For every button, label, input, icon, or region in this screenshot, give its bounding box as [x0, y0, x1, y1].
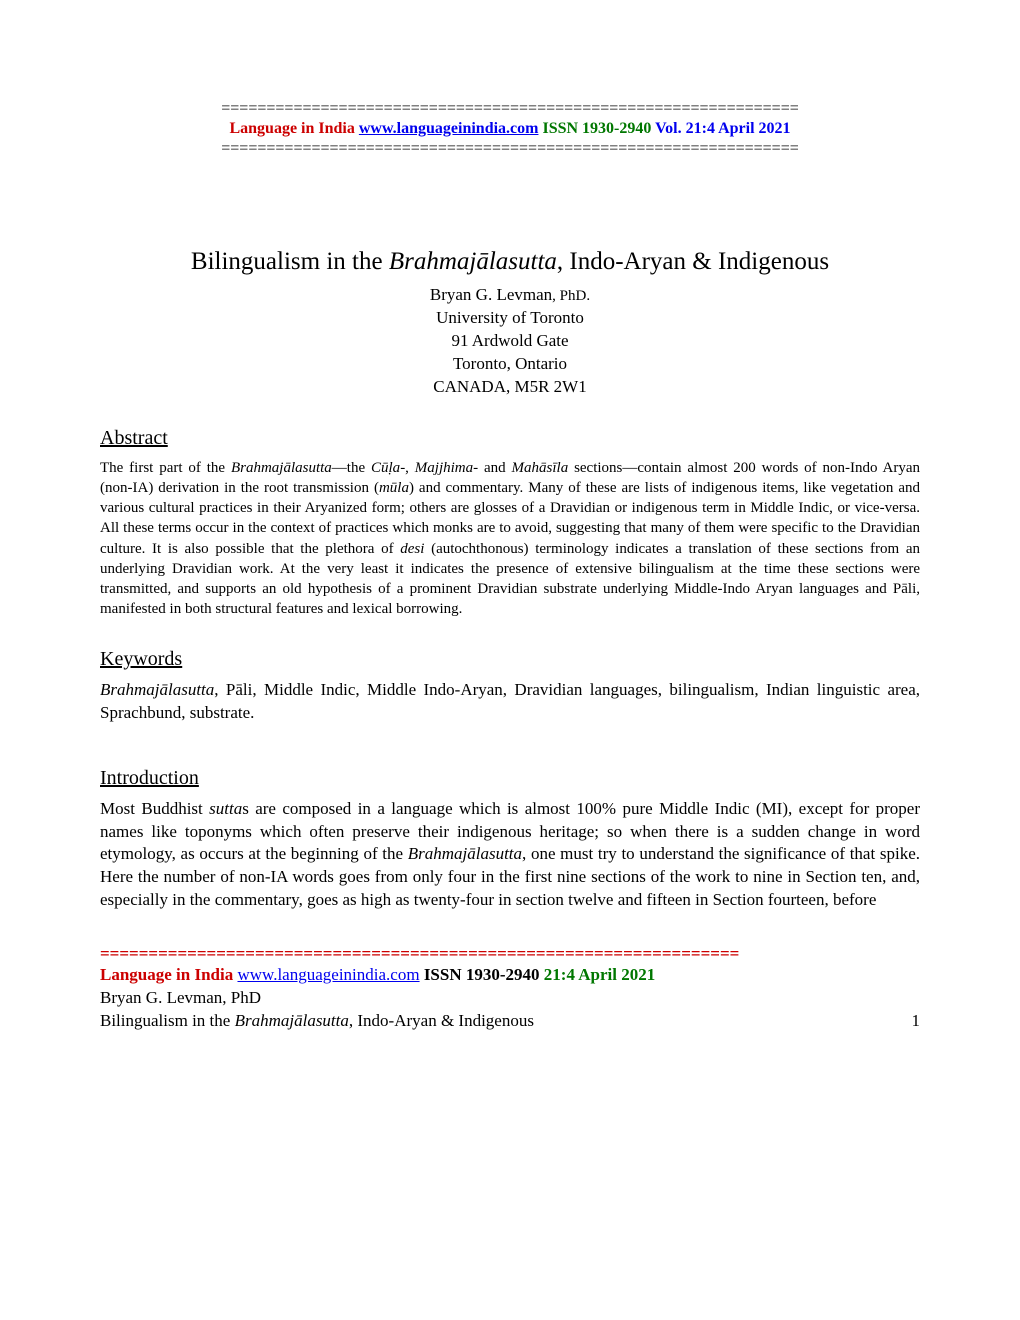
footer-divider: ========================================… [100, 944, 920, 964]
footer-journal-name: Language in India [100, 965, 233, 984]
journal-url[interactable]: www.languageinindia.com [359, 120, 539, 137]
author-block: Bryan G. Levman, PhD. University of Toro… [100, 284, 920, 399]
page-number: 1 [912, 1010, 921, 1033]
affiliation-4: CANADA, M5R 2W1 [100, 376, 920, 399]
footer-section: ========================================… [100, 944, 920, 1033]
journal-issn: ISSN 1930-2940 [542, 120, 651, 137]
author-degree: , PhD. [552, 288, 590, 304]
journal-volume: Vol. 21:4 April 2021 [655, 120, 790, 137]
affiliation-1: University of Toronto [100, 307, 920, 330]
introduction-text: Most Buddhist suttas are composed in a l… [100, 798, 920, 913]
paper-title: Bilingualism in the Brahmajālasutta, Ind… [100, 248, 920, 276]
footer-volume: 21:4 April 2021 [544, 965, 655, 984]
keywords-text: Brahmajālasutta, Pāli, Middle Indic, Mid… [100, 679, 920, 725]
title-suffix: , Indo-Aryan & Indigenous [557, 248, 829, 275]
header-divider-bottom: ========================================… [100, 140, 920, 158]
keywords-heading: Keywords [100, 648, 920, 671]
footer-issn: ISSN 1930-2940 [420, 965, 544, 984]
journal-header-line: Language in India www.languageinindia.co… [100, 120, 920, 138]
footer-journal-line: Language in India www.languageinindia.co… [100, 964, 920, 987]
footer-title-line: Bilingualism in the Brahmajālasutta, Ind… [100, 1010, 920, 1033]
abstract-text: The first part of the Brahmajālasutta—th… [100, 458, 920, 620]
title-italic: Brahmajālasutta [389, 248, 557, 275]
abstract-heading: Abstract [100, 427, 920, 450]
affiliation-3: Toronto, Ontario [100, 353, 920, 376]
author-name: Bryan G. Levman [430, 285, 552, 304]
affiliation-2: 91 Ardwold Gate [100, 330, 920, 353]
footer-author-line: Bryan G. Levman, PhD [100, 987, 920, 1010]
introduction-heading: Introduction [100, 767, 920, 790]
header-divider-top: ========================================… [100, 100, 920, 118]
footer-journal-url[interactable]: www.languageinindia.com [237, 965, 419, 984]
journal-name: Language in India [229, 120, 354, 137]
title-prefix: Bilingualism in the [191, 248, 389, 275]
